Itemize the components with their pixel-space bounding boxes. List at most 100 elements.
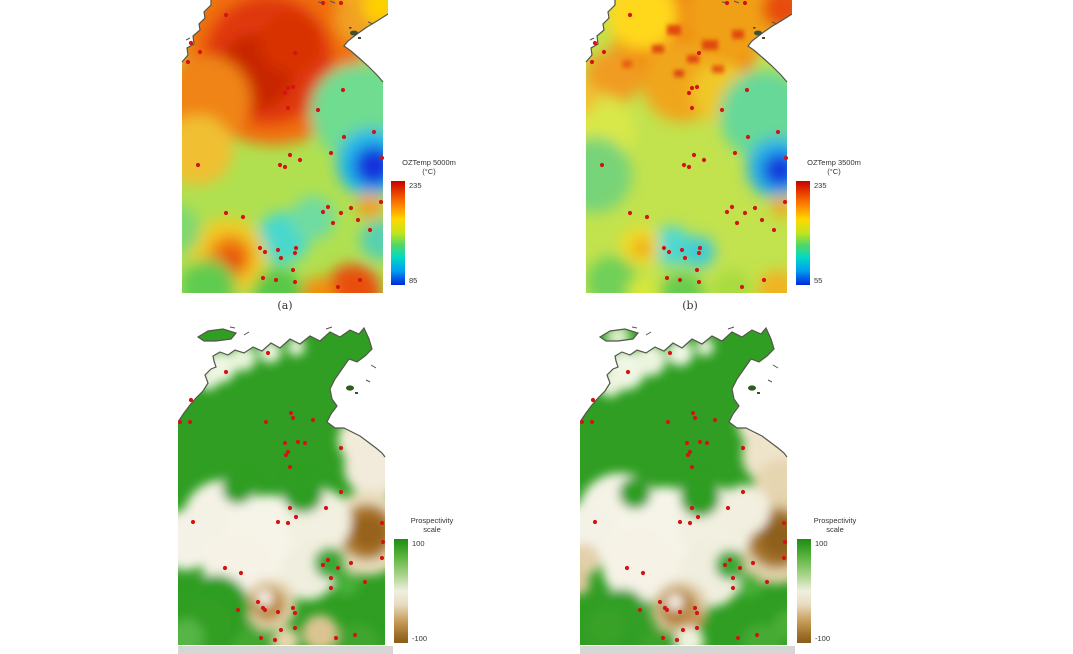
- well-point: [695, 514, 701, 520]
- well-point: [222, 565, 228, 571]
- well-point: [325, 557, 331, 563]
- bottom-border-strip: [580, 646, 795, 654]
- well-point: [348, 205, 354, 211]
- well-point: [263, 419, 269, 425]
- well-point: [371, 129, 377, 135]
- coastline: [178, 326, 386, 458]
- well-point: [590, 397, 596, 403]
- well-point: [379, 555, 385, 561]
- well-point: [601, 49, 607, 55]
- melville-island: [196, 328, 238, 342]
- groote-eylandt-icon: [748, 385, 760, 394]
- well-point: [273, 277, 279, 283]
- well-point: [290, 605, 296, 611]
- well-point: [292, 279, 298, 285]
- well-point: [666, 249, 672, 255]
- temperature-surface-a: [182, 0, 388, 293]
- offshore-islands-icon: [753, 27, 765, 39]
- well-point: [686, 164, 692, 170]
- well-point: [712, 417, 718, 423]
- well-point: [724, 209, 730, 215]
- well-point: [258, 635, 264, 641]
- well-point: [367, 227, 373, 233]
- well-point: [290, 84, 296, 90]
- well-point: [724, 0, 730, 6]
- well-point: [238, 570, 244, 576]
- well-point: [783, 155, 789, 161]
- well-point: [265, 350, 271, 356]
- well-point: [697, 439, 703, 445]
- well-point: [223, 369, 229, 375]
- well-point: [694, 610, 700, 616]
- well-point: [750, 560, 756, 566]
- well-point: [665, 419, 671, 425]
- well-point: [380, 539, 386, 545]
- well-point: [739, 284, 745, 290]
- well-point: [357, 277, 363, 283]
- prospectivity-colorbar: [797, 539, 811, 643]
- well-point: [745, 134, 751, 140]
- well-point: [290, 415, 296, 421]
- well-point: [691, 152, 697, 158]
- well-point: [781, 555, 787, 561]
- temp-colorbar: [796, 181, 810, 285]
- well-point: [704, 440, 710, 446]
- well-point: [644, 214, 650, 220]
- well-point: [341, 134, 347, 140]
- well-point: [661, 245, 667, 251]
- well-point: [240, 214, 246, 220]
- well-point: [589, 419, 595, 425]
- prospectivity-colorbar: [394, 539, 408, 643]
- well-point: [674, 637, 680, 643]
- well-point: [625, 369, 631, 375]
- well-point: [285, 449, 291, 455]
- well-point: [742, 0, 748, 6]
- well-point: [694, 84, 700, 90]
- well-point: [690, 410, 696, 416]
- well-point: [660, 635, 666, 641]
- well-point: [275, 519, 281, 525]
- well-point: [764, 579, 770, 585]
- legend-max-value: 100: [412, 539, 425, 548]
- well-point: [735, 635, 741, 641]
- well-point: [599, 162, 605, 168]
- well-points: [185, 0, 385, 290]
- temp-colorbar: [391, 181, 405, 285]
- map-panel-temp-3500m: [585, 0, 792, 293]
- well-point: [689, 464, 695, 470]
- well-point: [697, 245, 703, 251]
- offshore-islands-icon: [349, 27, 361, 39]
- well-point: [730, 575, 736, 581]
- well-point: [330, 220, 336, 226]
- well-point: [285, 105, 291, 111]
- legend-temp-5000m: OZTemp 5000m (°C) 235 85: [389, 158, 475, 285]
- well-point: [278, 255, 284, 261]
- well-point: [292, 250, 298, 256]
- well-point: [640, 570, 646, 576]
- well-point: [657, 599, 663, 605]
- well-point: [379, 520, 385, 526]
- well-point: [592, 40, 598, 46]
- well-point: [734, 220, 740, 226]
- well-point: [292, 610, 298, 616]
- well-point: [782, 199, 788, 205]
- well-point: [223, 12, 229, 18]
- legend-min-value: -100: [815, 634, 831, 643]
- well-point: [338, 489, 344, 495]
- well-point: [701, 157, 707, 163]
- well-point: [190, 519, 196, 525]
- well-point: [275, 247, 281, 253]
- legend-prospectivity-2: Prospectivity scale 100 -100: [795, 516, 881, 643]
- well-point: [744, 87, 750, 93]
- well-point: [692, 605, 698, 611]
- well-point: [727, 557, 733, 563]
- well-point: [292, 625, 298, 631]
- prospectivity-surface-1: [178, 328, 385, 645]
- legend-title-line1: Prospectivity: [410, 516, 454, 525]
- well-point: [667, 350, 673, 356]
- well-point: [685, 452, 691, 458]
- well-point: [333, 635, 339, 641]
- well-points: [580, 350, 788, 643]
- well-point: [262, 249, 268, 255]
- well-point: [627, 210, 633, 216]
